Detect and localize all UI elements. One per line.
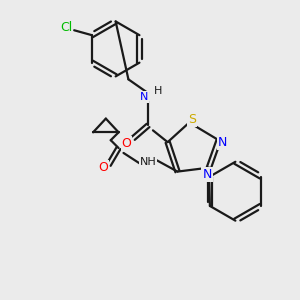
Text: N: N [140,92,148,102]
Text: S: S [188,113,196,126]
Text: N: N [218,136,227,148]
Text: NH: NH [140,157,156,167]
Text: Cl: Cl [60,21,73,34]
Text: H: H [154,86,162,96]
Text: O: O [122,136,131,150]
Text: O: O [98,161,108,174]
Text: N: N [202,168,212,181]
